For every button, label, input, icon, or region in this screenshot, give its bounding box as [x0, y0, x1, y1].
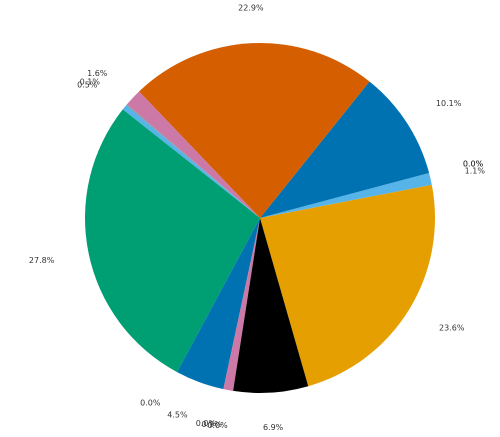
slice-label: 0.5% [77, 81, 98, 90]
slice-label: 0.0% [196, 419, 217, 428]
pie-slice [260, 172, 432, 218]
pie-slice [126, 91, 261, 218]
slice-label: 0.0% [140, 398, 161, 407]
pie-slice [139, 43, 370, 219]
pie-slice [126, 104, 260, 218]
slice-label: 0.9% [202, 420, 223, 429]
pie-slice [177, 218, 260, 390]
pie-slice [260, 184, 435, 387]
pie-slice [260, 81, 430, 218]
pie-slice [122, 105, 260, 218]
slice-label: 22.9% [238, 4, 264, 13]
pie-slice [85, 109, 260, 373]
slice-label: 0.1% [80, 78, 101, 87]
slice-label: 10.1% [436, 99, 462, 108]
pie-slice [223, 218, 260, 391]
slice-label: 6.9% [263, 423, 284, 432]
slice-label: 4.5% [167, 411, 188, 420]
pie-slice [233, 218, 309, 393]
slice-label: 0.0% [463, 159, 484, 168]
slice-label: 1.6% [87, 69, 108, 78]
slice-label: 23.6% [439, 323, 465, 332]
slice-label: 0.0% [207, 421, 228, 430]
slice-label: 27.8% [29, 256, 55, 265]
slice-label: 1.1% [465, 166, 486, 175]
slice-label: 0.0% [463, 159, 484, 168]
